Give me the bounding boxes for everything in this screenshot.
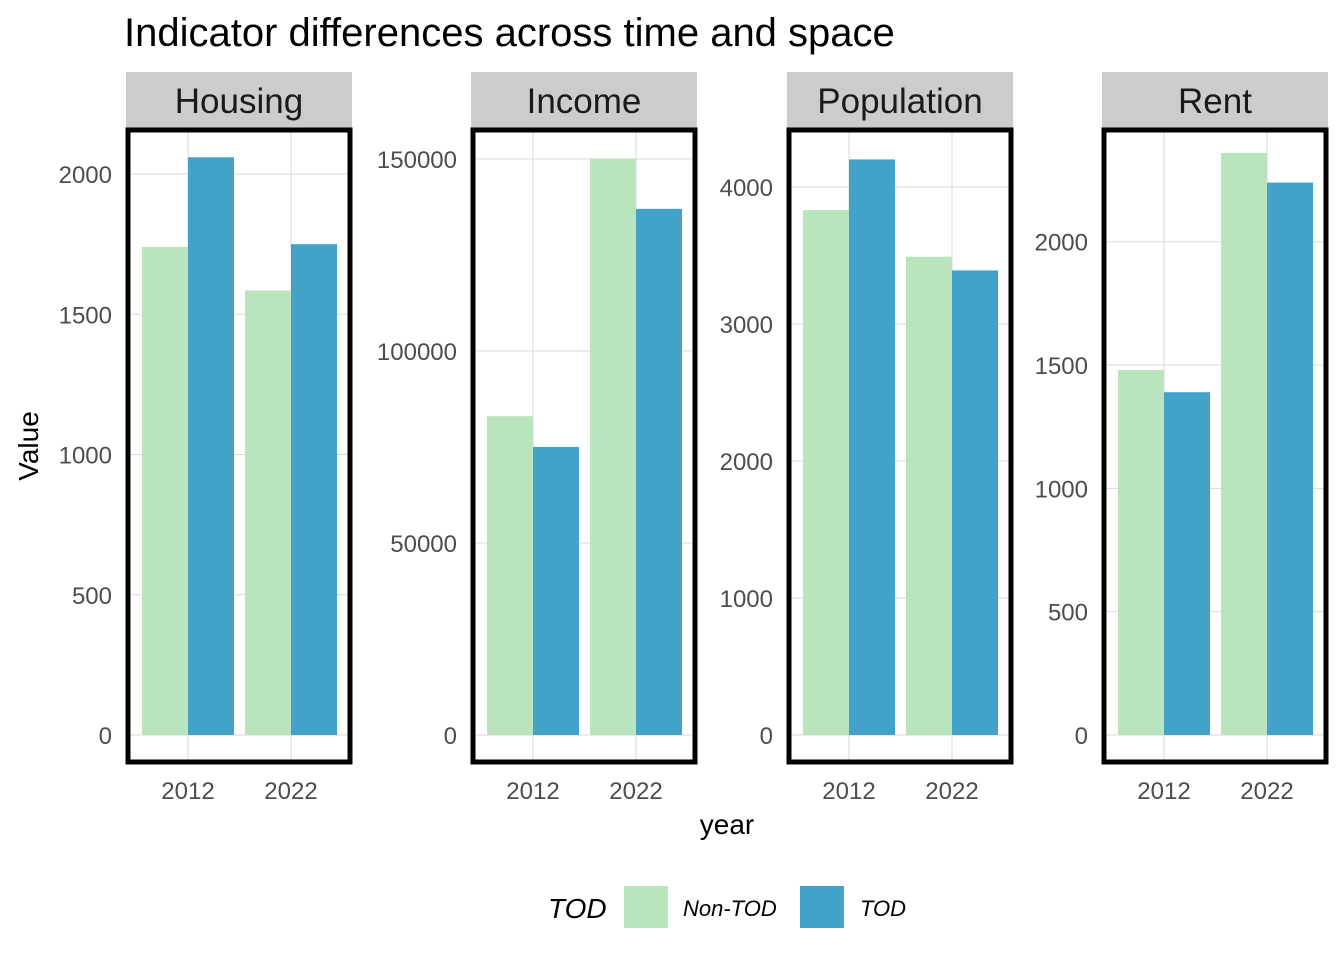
y-tick-label-rent: 1000 [1035, 476, 1088, 503]
bar-population-non-tod-2012 [803, 210, 849, 735]
legend-title: TOD [548, 893, 607, 924]
x-tick-label-population: 2012 [822, 778, 875, 805]
y-tick-label-income: 150000 [377, 147, 457, 174]
bar-income-non-tod-2012 [487, 416, 533, 735]
bar-housing-non-tod-2022 [245, 290, 291, 735]
chart-title: Indicator differences across time and sp… [124, 11, 895, 55]
legend-label-tod: TOD [860, 896, 906, 921]
y-tick-label-rent: 2000 [1035, 230, 1088, 257]
x-tick-label-housing: 2022 [264, 778, 317, 805]
panel-income: Income 0 50000 100000 150000 2012 2022 [377, 72, 698, 805]
bar-rent-non-tod-2022 [1221, 152, 1267, 735]
strip-population [787, 72, 1013, 128]
bar-rent-non-tod-2012 [1118, 369, 1164, 735]
y-tick-label-income: 50000 [390, 531, 457, 558]
strip-label-population: Population [817, 82, 982, 121]
y-tick-label-population: 3000 [720, 312, 773, 339]
x-tick-label-income: 2012 [506, 778, 559, 805]
panel-border-income [470, 127, 698, 765]
facet-panels: Housing 0 500 1000 1500 2000 2012 2022 Income 0 50… [59, 72, 1329, 805]
bar-population-tod-2022 [952, 270, 998, 735]
y-axis-title: Value [13, 411, 44, 481]
bar-housing-tod-2022 [291, 244, 337, 736]
bar-income-tod-2022 [636, 208, 682, 735]
bar-population-tod-2012 [849, 159, 895, 736]
y-tick-label-housing: 500 [72, 583, 112, 610]
legend-swatch-non-tod [624, 886, 668, 928]
legend: TOD Non-TOD TOD [548, 886, 906, 928]
y-tick-label-rent: 0 [1075, 723, 1088, 750]
y-tick-label-housing: 2000 [59, 162, 112, 189]
strip-label-housing: Housing [175, 82, 303, 121]
x-tick-label-housing: 2012 [161, 778, 214, 805]
bar-income-tod-2012 [533, 446, 579, 735]
y-tick-label-rent: 500 [1048, 600, 1088, 627]
bar-income-non-tod-2022 [590, 158, 636, 735]
panel-rent: Rent 0 500 1000 1500 2000 2012 2022 [1035, 72, 1329, 805]
y-tick-label-housing: 0 [99, 723, 112, 750]
y-tick-label-population: 4000 [720, 175, 773, 202]
bar-housing-tod-2012 [188, 157, 234, 735]
strip-label-income: Income [527, 82, 642, 121]
panel-population: Population 0 1000 2000 3000 4000 2012 2022 [720, 72, 1014, 805]
y-tick-label-population: 1000 [720, 586, 773, 613]
panel-housing: Housing 0 500 1000 1500 2000 2012 2022 [59, 72, 353, 805]
panel-border-population [786, 127, 1014, 765]
strip-rent [1102, 72, 1328, 128]
panel-border-rent [1101, 127, 1329, 765]
bar-rent-tod-2022 [1267, 182, 1313, 735]
panel-border-housing [125, 127, 353, 765]
y-tick-label-population: 0 [760, 723, 773, 750]
strip-housing [126, 72, 352, 128]
strip-label-rent: Rent [1178, 82, 1252, 121]
y-tick-label-income: 100000 [377, 339, 457, 366]
legend-swatch-tod [800, 886, 844, 928]
y-tick-label-housing: 1500 [59, 302, 112, 329]
y-tick-label-population: 2000 [720, 449, 773, 476]
legend-label-non-tod: Non-TOD [683, 896, 777, 921]
y-tick-label-housing: 1000 [59, 443, 112, 470]
bar-rent-tod-2012 [1164, 392, 1210, 735]
y-tick-label-income: 0 [444, 723, 457, 750]
strip-income [471, 72, 697, 128]
x-tick-label-income: 2022 [609, 778, 662, 805]
bar-population-non-tod-2022 [906, 256, 952, 735]
x-tick-label-population: 2022 [925, 778, 978, 805]
y-tick-label-rent: 1500 [1035, 353, 1088, 380]
x-tick-label-rent: 2022 [1240, 778, 1293, 805]
x-tick-label-rent: 2012 [1137, 778, 1190, 805]
x-axis-title: year [700, 809, 754, 840]
bar-housing-non-tod-2012 [142, 246, 188, 735]
